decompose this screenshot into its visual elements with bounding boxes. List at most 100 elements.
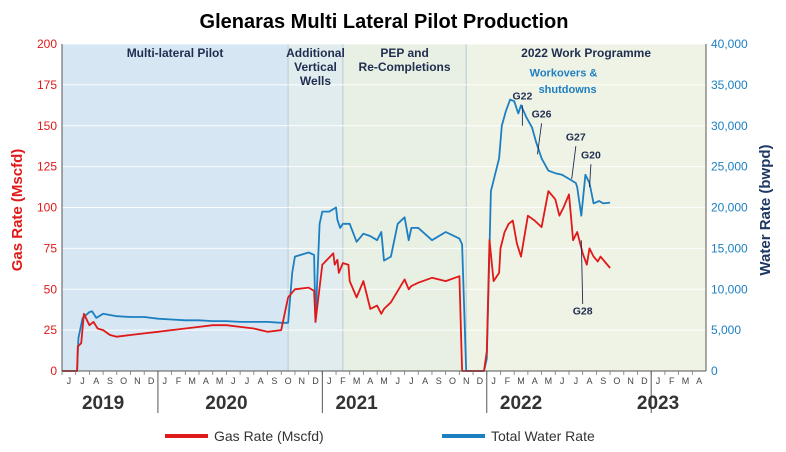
x-month-tick-35: M [545,376,553,386]
legend-gas-label: Gas Rate (Mscfd) [214,428,324,444]
x-month-tick-32: F [505,376,511,386]
y-left-label: Gas Rate (Mscfd) [9,149,26,272]
y-left-tick-1: 25 [44,323,58,337]
x-month-tick-15: S [271,376,277,386]
x-month-tick-31: J [491,376,496,386]
annotation-6: G28 [573,306,593,318]
y-left-tick-7: 175 [37,78,57,92]
phase-label-1-0: Additional [286,46,345,60]
x-month-tick-29: N [463,376,470,386]
x-month-tick-37: J [574,376,579,386]
x-month-tick-25: J [409,376,414,386]
x-month-tick-34: A [532,376,538,386]
annotation-1: shutdowns [539,84,597,96]
annotation-2: G22 [512,91,532,103]
x-month-tick-14: A [258,376,264,386]
x-month-tick-13: J [245,376,250,386]
x-month-tick-12: J [231,376,236,386]
x-month-tick-5: N [134,376,141,386]
x-month-tick-27: S [436,376,442,386]
x-month-tick-0: J [67,376,72,386]
annotation-leader-3 [589,164,592,188]
phase-label-3-0: 2022 Work Programme [521,46,651,60]
y-right-tick-4: 20,000 [711,201,748,215]
year-label-4: 2023 [637,393,679,414]
x-month-tick-41: N [627,376,634,386]
y-left-tick-8: 200 [37,37,57,51]
phase-label-2-1: Re-Completions [359,60,451,74]
phase-label-1-1: Vertical [294,60,337,74]
year-label-2: 2021 [335,393,378,414]
annotation-0: Workovers & [530,68,598,80]
x-month-tick-8: F [176,376,182,386]
x-month-tick-24: J [395,376,400,386]
y-right-tick-0: 0 [711,364,718,378]
x-month-tick-46: A [696,376,702,386]
x-month-tick-7: J [163,376,168,386]
x-month-tick-21: M [353,376,361,386]
gas-rate-line [62,190,611,372]
y-right-tick-2: 10,000 [711,282,748,296]
x-month-tick-6: D [148,376,155,386]
y-left-tick-0: 0 [50,364,57,378]
x-month-tick-45: M [682,376,690,386]
x-month-tick-19: J [327,376,332,386]
x-month-tick-42: D [641,376,648,386]
x-month-tick-9: M [188,376,196,386]
annotation-leader-4 [580,240,584,304]
x-month-tick-4: O [120,376,127,386]
x-month-tick-40: O [613,376,620,386]
year-label-0: 2019 [82,393,124,414]
x-month-tick-28: O [449,376,456,386]
x-month-tick-30: D [477,376,484,386]
year-label-1: 2020 [205,393,247,414]
x-month-tick-1: J [80,376,85,386]
x-month-tick-43: J [656,376,661,386]
x-month-tick-17: N [299,376,306,386]
gridlines [62,43,706,331]
y-left-tick-3: 75 [44,241,58,255]
phase-label-2-0: PEP and [380,46,428,60]
x-month-tick-22: A [367,376,373,386]
annotation-leader-1 [537,123,543,155]
x-month-tick-23: M [380,376,388,386]
annotation-5: G20 [581,149,601,161]
x-month-tick-38: A [587,376,593,386]
x-month-tick-18: D [312,376,319,386]
y-right-label: Water Rate (bwpd) [757,144,774,275]
y-right-tick-6: 30,000 [711,119,748,133]
annotation-leader-2 [571,146,577,179]
y-left-tick-4: 100 [37,201,57,215]
y-right-tick-1: 5,000 [711,323,741,337]
legend-water-label: Total Water Rate [491,428,595,444]
chart-title: Glenaras Multi Lateral Pilot Production [200,11,569,33]
annotation-3: G26 [532,109,552,121]
x-month-tick-26: A [422,376,428,386]
water-rate-line [62,98,611,372]
x-month-tick-11: M [216,376,224,386]
x-month-tick-2: A [93,376,99,386]
y-left-tick-5: 125 [37,160,57,174]
x-month-tick-44: F [669,376,675,386]
x-month-tick-20: F [340,376,346,386]
legend: Gas Rate (Mscfd) Total Water Rate [165,428,595,444]
phase-label-1-2: Wells [300,74,331,88]
y-right-tick-5: 25,000 [711,160,748,174]
axes: 0 25 50 75 100 125 150 175 200 0 5,000 10,000 15,000… [37,37,748,414]
x-month-tick-16: O [285,376,292,386]
x-month-tick-10: A [203,376,209,386]
y-right-tick-7: 35,000 [711,78,748,92]
year-label-3: 2022 [500,393,542,414]
y-right-tick-8: 40,000 [711,37,748,51]
x-month-tick-3: S [107,376,113,386]
phase-labels: Multi-lateral Pilot AdditionalVerticalWel… [127,46,652,88]
x-month-tick-36: J [560,376,565,386]
x-month-tick-33: M [517,376,525,386]
x-month-tick-39: S [600,376,606,386]
y-right-tick-3: 15,000 [711,241,748,255]
series-layer [62,98,611,372]
y-left-tick-6: 150 [37,119,57,133]
